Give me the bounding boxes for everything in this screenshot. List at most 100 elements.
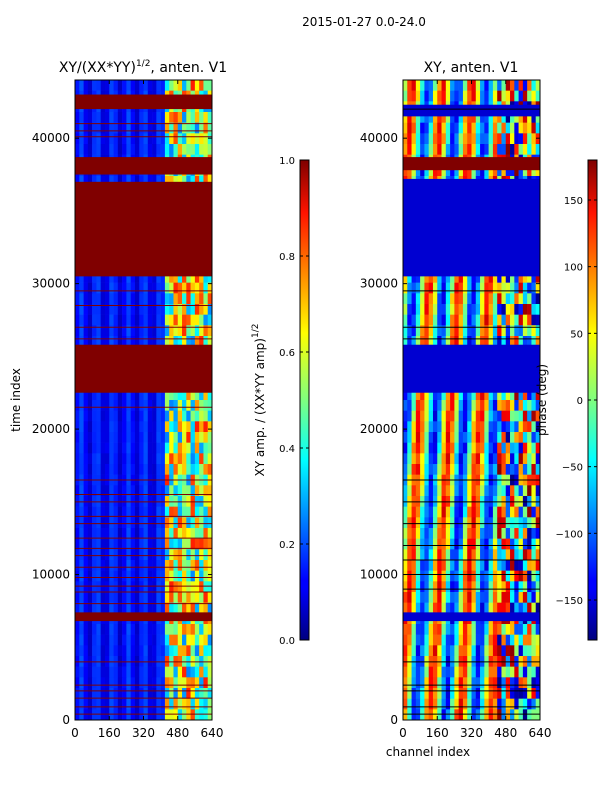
heatmap-cell [113,464,119,475]
heatmap-cell [432,400,438,411]
heatmap-cell [437,560,442,571]
heatmap-cell [203,400,209,411]
heatmap-cell [104,421,110,433]
heatmap-cell [169,602,174,614]
heatmap-cell [403,464,408,475]
heatmap-cell [117,293,123,305]
heatmap-cell [139,389,144,401]
heatmap-cell [100,570,106,582]
heatmap-cell [411,688,417,699]
heatmap-cell [186,112,191,123]
heatmap-cell [169,453,174,465]
heatmap-cell [186,528,191,539]
heatmap-cell [510,389,515,401]
heatmap-cell [492,485,498,497]
heatmap-cell [420,666,425,678]
heatmap-cell [407,634,412,646]
heatmap-cell [428,538,434,550]
heatmap-cell [100,549,106,561]
x-tick-label: 0 [71,726,79,740]
heatmap-cell [501,549,507,561]
heatmap-cell [522,517,528,529]
heatmap-cell [139,122,144,134]
heatmap-cell [122,314,127,326]
heatmap-cell [531,80,537,91]
heatmap-cell [199,624,204,635]
heatmap-cell [505,666,511,678]
heatmap-cell [152,517,157,529]
heatmap-cell [445,634,451,646]
heatmap-cell [96,464,101,475]
heatmap-cell [467,90,472,102]
heatmap-cell [510,90,515,102]
heatmap-cell [467,634,472,646]
heatmap-cell [531,538,537,550]
heatmap-cell [458,293,464,305]
heatmap-cell [122,336,127,347]
heatmap-cell [501,144,507,155]
heatmap-cell [122,272,127,283]
heatmap-cell [139,485,144,497]
heatmap-cell [445,506,451,518]
heatmap-cell [432,90,438,102]
heatmap-cell [445,389,451,401]
heatmap-cell [535,634,541,646]
heatmap-cell [109,112,114,123]
heatmap-cell [194,560,200,571]
heatmap-cell [113,389,119,401]
heatmap-cell [207,464,213,475]
heatmap-cell [497,570,502,582]
heatmap-cell [501,336,507,347]
heatmap-cell [182,645,187,657]
heatmap-cell [510,464,515,475]
heatmap-cell [480,709,485,721]
heatmap-cell [471,464,477,475]
heatmap-cell [471,528,477,539]
amplitude-ylabel: time index [9,368,23,432]
y-tick-label: 20000 [360,422,398,436]
heatmap-cell [488,506,494,518]
heatmap-cell [122,570,127,582]
heatmap-cell [160,666,166,678]
heatmap-cell [531,645,537,657]
heatmap-cell [505,90,511,102]
heatmap-cell [156,389,161,401]
heatmap-cell [190,336,196,347]
heatmap-cell [182,304,187,315]
heatmap-cell [100,634,106,646]
heatmap-cell [424,389,429,401]
heatmap-cell [126,677,131,689]
heatmap-cell [535,144,541,155]
heatmap-cell [126,624,131,635]
heatmap-cell [199,133,204,145]
heatmap-cell [415,144,421,155]
heatmap-cell [122,304,127,315]
heatmap-cell [458,528,464,539]
heatmap-cell [173,453,179,465]
heatmap-cell [126,592,131,603]
heatmap-cell [420,325,425,337]
heatmap-cell [428,634,434,646]
heatmap-cell [160,528,166,539]
heatmap-cell [152,581,157,593]
heatmap-cell [531,400,537,411]
heatmap-cell [424,634,429,646]
heatmap-cell [415,464,421,475]
heatmap-cell [475,538,481,550]
heatmap-cell [467,336,472,347]
heatmap-cell [424,432,429,443]
heatmap-cell [160,442,166,454]
heatmap-cell [139,570,144,582]
heatmap-cell [518,133,524,145]
heatmap-cell [152,432,157,443]
heatmap-cell [518,709,524,721]
heatmap-cell [173,176,179,187]
heatmap-cell [152,645,157,657]
heatmap-cell [454,165,459,177]
heatmap-cell [117,634,123,646]
heatmap-cell [480,432,485,443]
heatmap-cell [531,677,537,689]
heatmap-cell [160,570,166,582]
heatmap-cell [488,421,494,433]
heatmap-cell [441,549,447,561]
